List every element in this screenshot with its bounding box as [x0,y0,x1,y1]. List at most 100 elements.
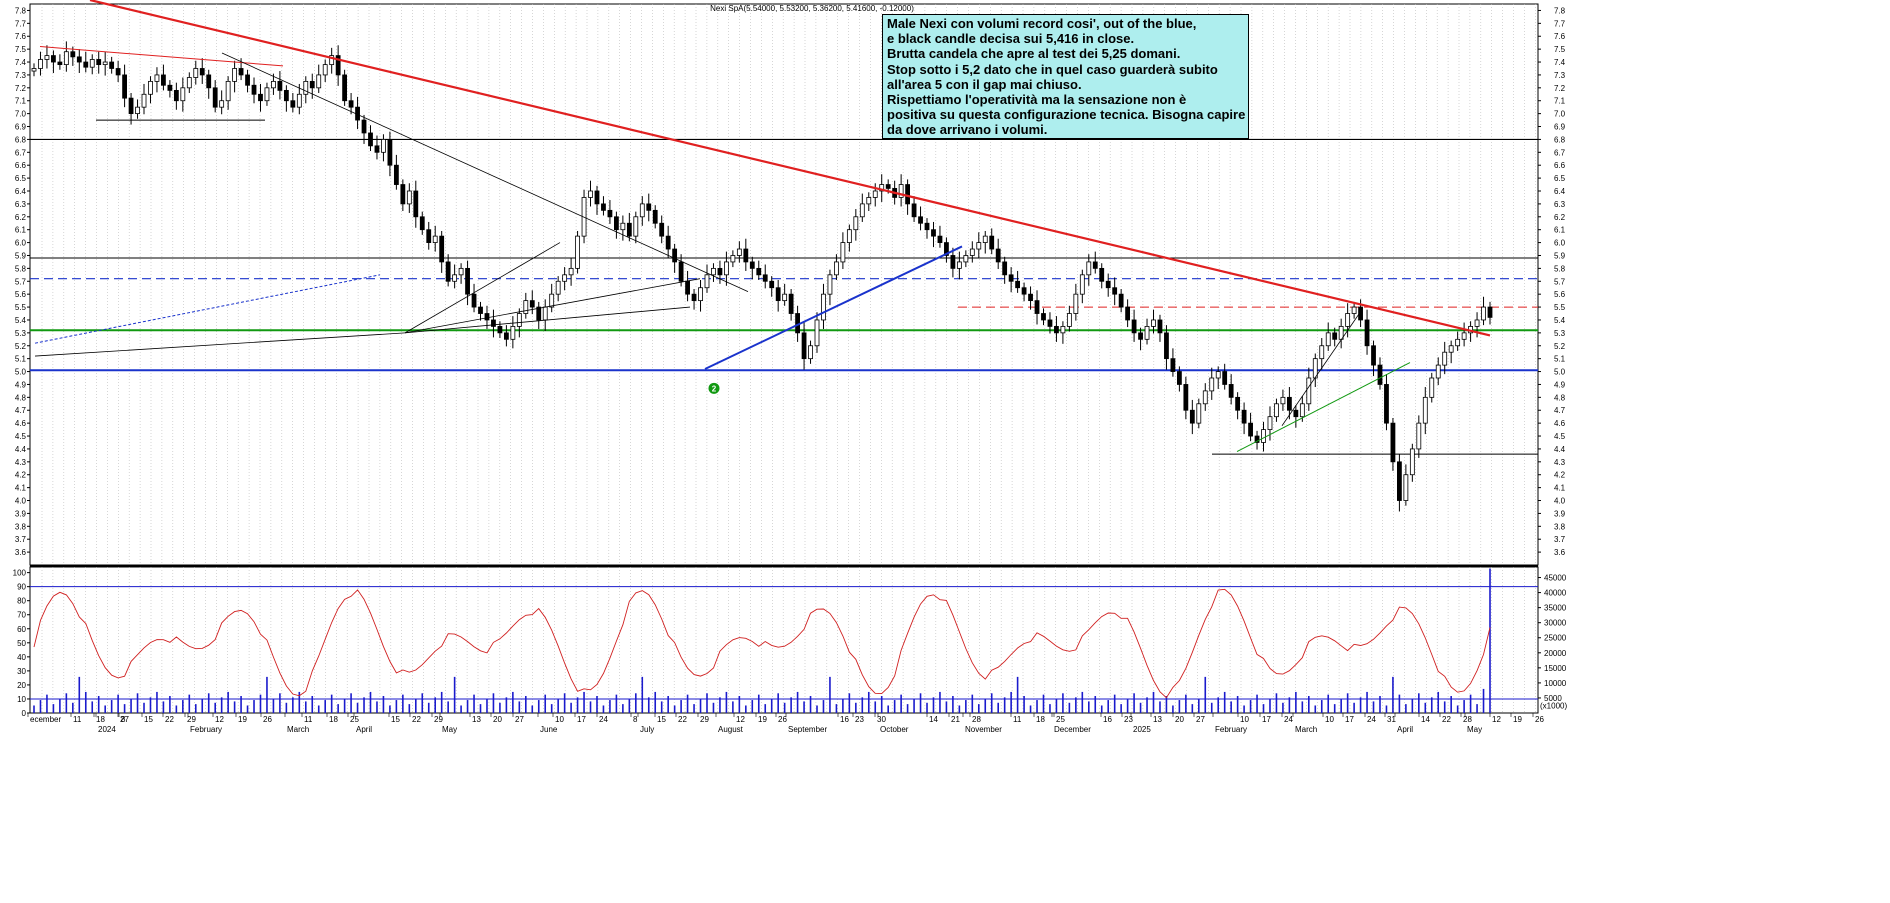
x-tick-label: 10 [1325,715,1334,724]
y-tick-label-left: 6.6 [15,161,27,170]
candle-body [1015,280,1021,289]
x-tick-label: 8 [121,715,126,724]
candle-body [1261,429,1266,443]
y-tick-label-right: 7.6 [1554,32,1566,41]
candle-body [329,55,335,66]
candle-body [510,326,516,340]
y-tick-label-left: 6.3 [15,200,27,209]
candle-body [1306,377,1312,405]
x-tick-label: 2024 [98,725,116,734]
blue-dotted-trend [34,274,381,344]
x-tick-label: 26 [263,715,272,724]
candle-body [931,229,936,237]
x-tick-label: 27 [1196,715,1205,724]
x-tick-label: 17 [1345,715,1354,724]
candle-body [1429,377,1435,398]
candle-body [659,222,665,237]
candle-body [1409,448,1415,476]
x-tick-label: 22 [678,715,687,724]
candle-body [516,313,522,327]
y-tick-label-right: 3.8 [1554,522,1566,531]
annotation-note: Male Nexi con volumi record cosi', out o… [882,14,1249,139]
candle-body [918,216,923,224]
y-tick-label-right: 3.9 [1554,509,1566,518]
candle-body [834,261,839,276]
x-tick-label: February [190,725,222,734]
x-tick-label: November [965,725,1002,734]
candle-body [1384,384,1389,424]
candle-body [542,306,548,321]
x-tick-label: 18 [1036,715,1045,724]
candle-body [1164,332,1169,360]
candle-body [1280,396,1286,405]
candle-body [859,203,865,218]
annotation-line: da dove arrivano i volumi. [887,122,1048,138]
x-tick-label: 13 [472,715,481,724]
annotation-line: e black candle decisa sui 5,416 in close… [887,31,1135,47]
candle-body [296,93,302,108]
osc-tick-label: 100 [13,569,27,578]
osc-tick-label: 40 [17,653,26,662]
y-tick-label-left: 4.4 [15,445,27,454]
candle-body [1286,396,1292,411]
osc-tick-label: 10 [17,695,26,704]
candle-body [756,267,762,276]
candle-body [840,242,846,263]
x-tick-label: 13 [1153,715,1162,724]
y-tick-label-right: 5.9 [1554,251,1566,260]
x-tick-label: ecember [30,715,61,724]
x-tick-label: June [540,725,558,734]
candle-body [1299,403,1305,418]
y-tick-label-left: 6.1 [15,226,27,235]
y-tick-label-right: 5.4 [1554,316,1566,325]
candle-body [730,255,736,263]
candle-body [381,139,386,153]
candle-body [801,332,807,360]
annotation-line: Stop sotto i 5,2 dato che in quel caso g… [887,61,1218,77]
candle-body [109,61,115,69]
y-tick-label-right: 5.3 [1554,329,1566,338]
candle-body [1222,371,1228,385]
volume-tick-label: 35000 [1544,604,1567,613]
candle-body [743,248,749,263]
y-tick-label-right: 5.5 [1554,303,1566,312]
red-downtrend-line [89,0,1491,337]
candle-body [588,190,593,198]
x-tick-label: 19 [238,715,247,724]
candle-body [601,203,606,211]
y-tick-label-left: 5.9 [15,251,27,260]
y-tick-label-right: 6.8 [1554,135,1566,144]
y-tick-label-left: 4.6 [15,419,27,428]
candle-body [406,190,412,205]
green-uptrend-line [1236,362,1411,452]
y-tick-label-left: 5.6 [15,290,27,299]
volume-tick-label: 45000 [1544,574,1567,583]
y-tick-label-right: 6.1 [1554,226,1566,235]
candle-body [497,326,503,334]
y-tick-label-left: 6.0 [15,239,27,248]
y-tick-label-right: 3.6 [1554,548,1566,557]
x-tick-label: 30 [877,715,886,724]
x-tick-label: 21 [951,715,960,724]
candle-body [154,74,160,82]
candle-body [1435,364,1441,379]
candle-body [122,74,127,99]
candle-body [562,274,568,282]
y-tick-label-left: 4.5 [15,432,27,441]
y-tick-label-left: 3.8 [15,522,27,531]
candle-body [206,74,212,89]
candle-body [691,293,697,302]
x-tick-label: October [880,725,909,734]
candle-body [1189,409,1195,424]
volume-tick-label: 5000 [1544,694,1562,703]
candle-body [1176,371,1182,385]
candle-body [1293,409,1299,418]
y-tick-label-left: 6.8 [15,135,27,144]
x-tick-label: 27 [120,715,129,724]
y-tick-label-right: 5.2 [1554,342,1566,351]
x-tick-label: 24 [599,715,608,724]
x-tick-label: 29 [700,715,709,724]
candle-body [1073,293,1079,314]
candle-body [1202,390,1208,405]
